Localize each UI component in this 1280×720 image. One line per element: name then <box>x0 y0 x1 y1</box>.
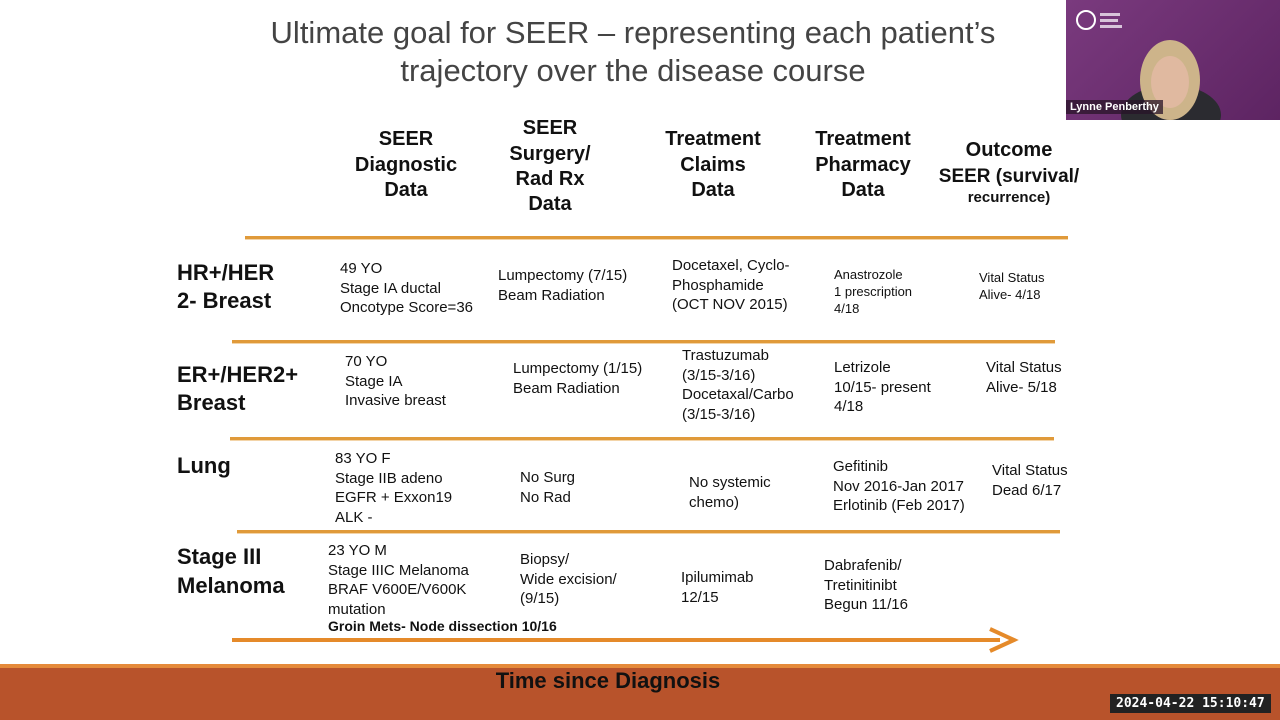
cell-text: 12/15 <box>681 588 719 606</box>
arrow-head <box>989 627 1019 653</box>
cell-text: (3/15-3/16) <box>682 366 756 384</box>
timestamp: 2024-04-22 15:10:47 <box>1110 694 1271 713</box>
cell-text: (OCT NOV 2015) <box>672 296 788 314</box>
row-label: Lung <box>177 453 231 478</box>
cell-text: Stage IA ductal <box>340 279 441 297</box>
footer-bar: Time since Diagnosis <box>0 664 1280 720</box>
cell-text: Stage IA <box>345 372 403 390</box>
cell-text: Docetaxel, Cyclo- <box>672 257 790 275</box>
column-header: SEER <box>522 116 578 139</box>
row-label: ER+/HER2+ <box>177 362 299 387</box>
row-label: 2- Breast <box>177 288 272 313</box>
cell-text: Biopsy/ <box>520 551 570 569</box>
cell-text: 23 YO M <box>328 542 387 560</box>
row-note: Groin Mets- Node dissection 10/16 <box>328 618 557 634</box>
row-divider <box>230 437 1054 440</box>
cell-text: No Surg <box>520 469 576 487</box>
row-divider <box>245 236 1068 239</box>
cell-text: Alive- 5/18 <box>986 378 1057 396</box>
slide-title: Ultimate goal for SEER – representing ea… <box>270 15 996 50</box>
cell-text: 4/18 <box>834 300 860 316</box>
cell-text: BRAF V600E/V600K <box>328 581 467 599</box>
cell-text: Ipilumimab <box>681 569 754 587</box>
column-header: Claims <box>680 153 746 176</box>
cell-text: mutation <box>328 600 386 618</box>
cell-text: chemo) <box>689 493 740 511</box>
column-header: Data <box>691 178 735 201</box>
column-header: Diagnostic <box>354 153 458 176</box>
column-header: Treatment <box>665 127 761 150</box>
cell-text: Lumpectomy (1/15) <box>513 360 643 378</box>
cell-text: Lumpectomy (7/15) <box>498 267 628 285</box>
column-header: Surgery/ <box>509 142 591 165</box>
column-header: Outcome <box>965 138 1053 161</box>
cell-text: Vital Status <box>986 359 1062 377</box>
column-header: Data <box>528 192 572 215</box>
cell-text: Anastrozole <box>834 266 903 282</box>
cell-text: Alive- 4/18 <box>979 286 1041 302</box>
cell-text: Tretinitinibt <box>824 576 897 594</box>
cell-text: Trastuzumab <box>682 347 769 365</box>
row-label: HR+/HER <box>177 260 275 285</box>
participant-name: Lynne Penberthy <box>1066 100 1163 114</box>
axis-label: Time since Diagnosis <box>495 668 721 693</box>
column-header: recurrence) <box>967 188 1051 206</box>
cell-text: EGFR + Exxon19 <box>335 489 453 507</box>
cell-text: (3/15-3/16) <box>682 405 756 423</box>
cell-text: 49 YO <box>340 260 383 278</box>
slide-title: trajectory over the disease course <box>400 53 866 88</box>
cell-text: Begun 11/16 <box>824 596 908 614</box>
webcam-tile: Lynne Penberthy <box>1066 0 1280 120</box>
cell-text: Erlotinib (Feb 2017) <box>833 497 965 515</box>
cell-text: Invasive breast <box>345 392 446 410</box>
column-header: Data <box>384 178 428 201</box>
cell-text: Beam Radiation <box>513 379 620 397</box>
cell-text: ALK - <box>335 508 373 526</box>
column-header: SEER (survival/ <box>938 165 1080 187</box>
cell-text: Vital Status <box>992 462 1068 480</box>
column-header: Data <box>841 178 885 201</box>
column-header: Rad Rx <box>515 167 585 190</box>
row-divider <box>237 530 1060 533</box>
column-header: SEER <box>378 127 434 150</box>
cell-text: 70 YO <box>345 353 388 371</box>
cell-text: Oncotype Score=36 <box>340 299 474 317</box>
cell-text: Letrizole <box>834 359 891 377</box>
row-divider <box>232 340 1055 343</box>
cell-text: Beam Radiation <box>498 286 605 304</box>
cell-text: Vital Status <box>979 269 1045 285</box>
cell-text: No Rad <box>520 488 571 506</box>
cell-text: 10/15- present <box>834 378 931 396</box>
cell-text: 1 prescription <box>834 283 913 299</box>
cell-text: Dabrafenib/ <box>824 557 902 575</box>
column-header: Pharmacy <box>815 153 911 176</box>
row-label: Stage III <box>177 544 262 569</box>
cell-text: Docetaxal/Carbo <box>682 386 794 404</box>
cell-text: Stage IIIC Melanoma <box>328 561 469 579</box>
row-label: Melanoma <box>177 573 285 598</box>
cell-text: 83 YO F <box>335 450 391 468</box>
cell-text: Phosphamide <box>672 276 764 294</box>
cell-text: Nov 2016-Jan 2017 <box>833 477 964 495</box>
cell-text: Dead 6/17 <box>992 481 1062 499</box>
column-header: Treatment <box>815 127 911 150</box>
cell-text: Wide excision/ <box>520 570 617 588</box>
cell-text: No systemic <box>689 474 771 492</box>
cell-text: 4/18 <box>834 398 864 416</box>
cell-text: Gefitinib <box>833 458 889 476</box>
cell-text: Stage IIB adeno <box>335 469 443 487</box>
row-label: Breast <box>177 390 246 415</box>
cell-text: (9/15) <box>520 590 560 608</box>
